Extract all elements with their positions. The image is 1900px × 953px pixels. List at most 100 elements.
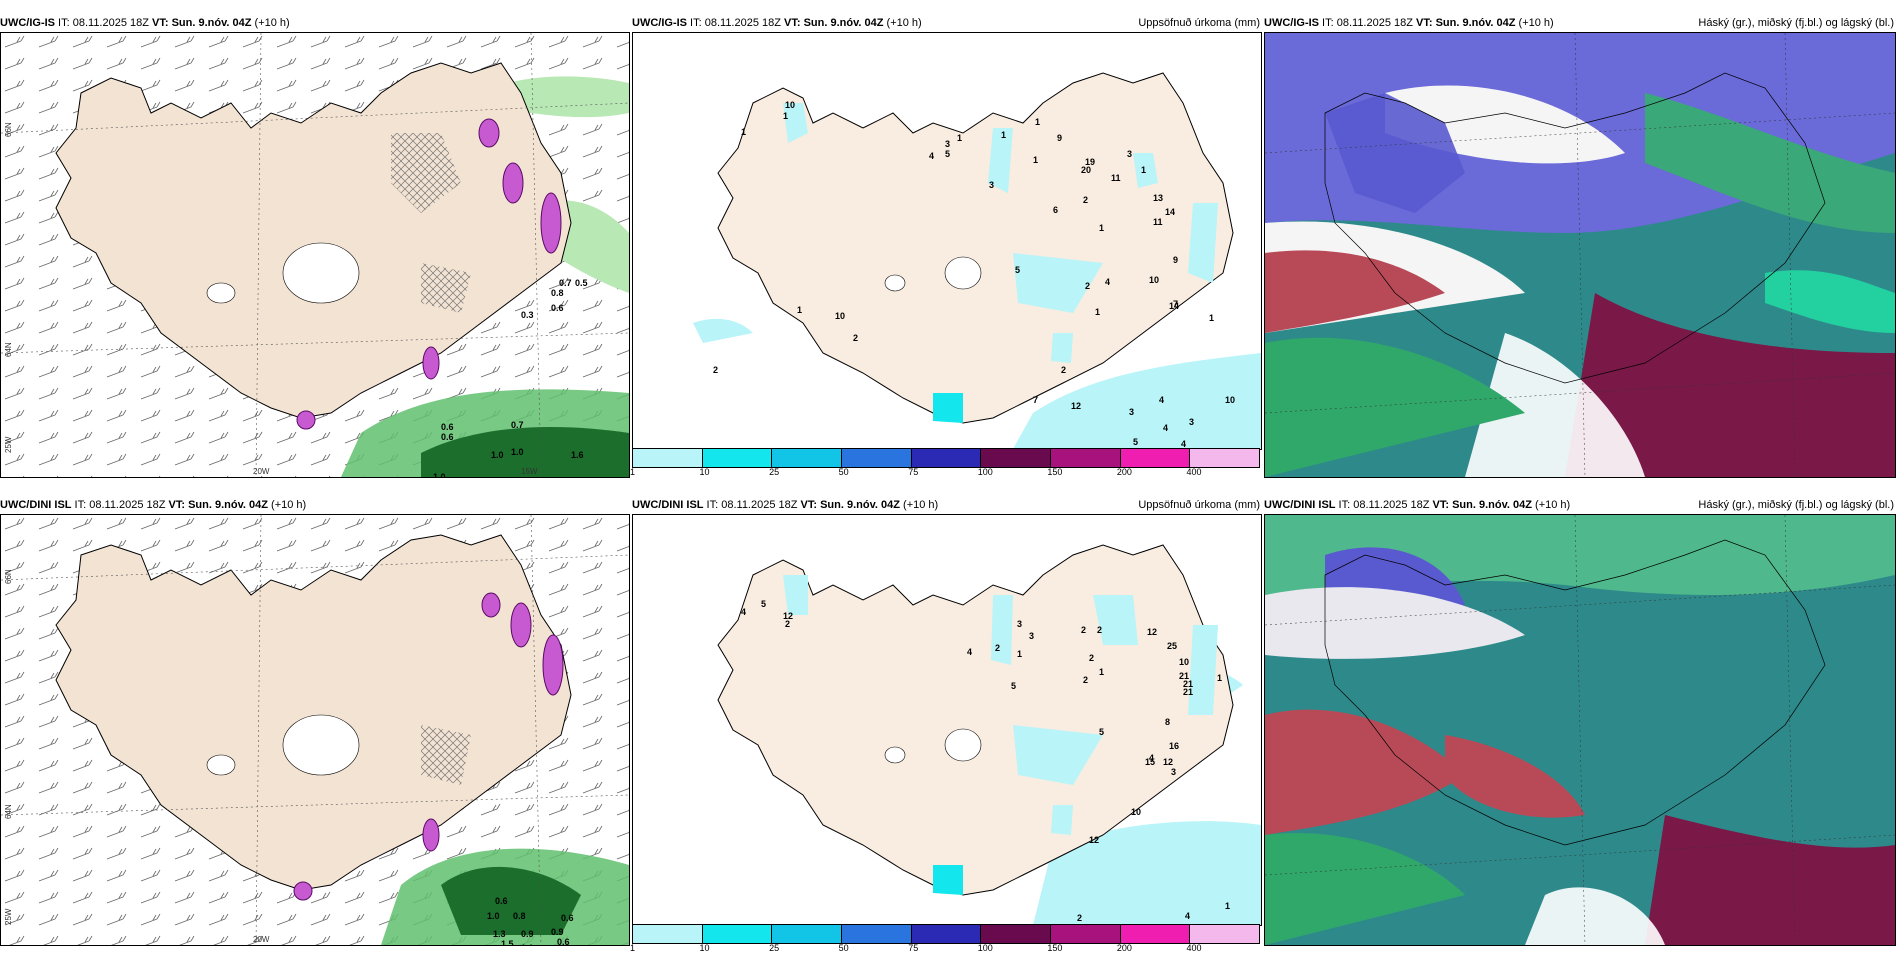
- valid-label: VT:: [152, 17, 169, 29]
- legend-tick-label: 1: [630, 467, 636, 477]
- value-label: 0.7: [511, 420, 524, 430]
- valid-label: VT:: [1416, 17, 1433, 29]
- legend-tick-label: 100: [977, 943, 993, 953]
- value-label: 0.6: [495, 896, 508, 906]
- legend-tick-label: 150: [1047, 467, 1063, 477]
- value-label: 10: [1149, 275, 1159, 285]
- value-label: 5: [1011, 681, 1016, 691]
- value-label: 2: [1097, 625, 1102, 635]
- legend-ticks: 1 10 25 50 75 100 150 200 400: [630, 467, 1258, 477]
- value-label: 0.8: [513, 911, 526, 921]
- value-label: 3: [945, 139, 950, 149]
- value-label: 2: [1083, 195, 1088, 205]
- legend-tick-label: 1: [630, 943, 636, 953]
- init-time: IT: 08.11.2025 18Z: [55, 17, 153, 29]
- iceland-land: [717, 72, 1234, 424]
- legend-swatch: [1051, 449, 1121, 467]
- value-label: 1.0: [487, 911, 500, 921]
- map-svg-tm: 1011234351119192011131321114165947102141…: [633, 33, 1261, 449]
- value-label: 4: [1105, 277, 1110, 287]
- value-label: 2: [1083, 675, 1088, 685]
- value-label: 7: [1033, 395, 1038, 405]
- legend-swatch: [842, 925, 912, 943]
- value-label: 4: [741, 607, 746, 617]
- cloud-map: [1264, 32, 1896, 478]
- lead-time: (+10 h): [883, 17, 922, 29]
- precip-map: 10 1 1 2 3 4 3 5 1 1 1 9 19 20 11 1 3 13 2 11 14 1 6 5 9 4 7 10 2 14 1…: [632, 32, 1262, 450]
- value-label: 3: [989, 180, 994, 190]
- value-label: 9: [1057, 133, 1062, 143]
- value-label: 4: [967, 647, 972, 657]
- panel-bottom-middle: UWC/DINI ISL IT: 08.11.2025 18Z VT: Sun.…: [630, 496, 1262, 953]
- value-label: 21: [1179, 671, 1189, 681]
- value-label: 12: [783, 611, 793, 621]
- value-label: 21: [1183, 687, 1193, 697]
- lat-label-66: 66N: [4, 122, 13, 137]
- value-label: 10: [1131, 807, 1141, 817]
- field-description: Háský (gr.), miðský (fj.bl.) og lágský (…: [1698, 17, 1894, 29]
- legend-swatch: [772, 449, 843, 467]
- legend-tick-label: 150: [1047, 943, 1063, 953]
- value-label: 1.1: [521, 943, 534, 945]
- cloud-map: [1264, 514, 1896, 946]
- value-label: 12: [1071, 401, 1081, 411]
- legend-tick-label: 400: [1186, 467, 1202, 477]
- legend-swatch: [702, 449, 773, 467]
- value-label: 6: [1053, 205, 1058, 215]
- value-label: 4: [1181, 439, 1186, 449]
- legend-tick-label: 75: [908, 467, 919, 477]
- valid-label: VT:: [1432, 499, 1450, 511]
- value-label: 3: [1129, 407, 1134, 417]
- value-label: 5: [1099, 727, 1104, 737]
- valid-time: Sun. 9.nóv. 04Z: [1452, 499, 1532, 511]
- model-name: UWC/DINI ISL: [0, 499, 72, 511]
- legend-tick-label: 50: [838, 943, 849, 953]
- legend-swatch: [911, 925, 982, 943]
- value-label: 11: [1111, 173, 1121, 183]
- lon-label-20: 20W: [253, 467, 270, 476]
- precip-legend: 1 10 25 50 75 100 150 200 400: [630, 924, 1260, 953]
- value-label: 2: [853, 333, 858, 343]
- map-svg-br: [1265, 515, 1895, 945]
- value-label: 2: [995, 643, 1000, 653]
- panel-title: UWC/IG-IS IT: 08.11.2025 18Z VT: Sun. 9.…: [1264, 14, 1896, 32]
- value-label: 25: [1167, 641, 1177, 651]
- legend-swatch: [981, 925, 1052, 943]
- field-description: Uppsöfnuð úrkoma (mm): [1138, 499, 1260, 511]
- value-label: 0.3: [521, 310, 534, 320]
- value-label: 2: [785, 619, 790, 629]
- value-label: 1: [1001, 130, 1006, 140]
- value-label: 0.9: [521, 929, 534, 939]
- legend-tick-label: 10: [699, 943, 710, 953]
- value-label: 10: [785, 100, 795, 110]
- legend-swatch: [1051, 925, 1121, 943]
- panel-top-left: UWC/IG-IS IT: 08.11.2025 18Z VT: Sun. 9.…: [0, 14, 630, 478]
- value-label: 19: [1085, 157, 1095, 167]
- precip-map: 5 4 12 2 3 2 4 3 1 2 12 2 25 10 1 2 21 1 2 5 21 21 5 8 4 12 16 15 12…: [632, 514, 1262, 926]
- value-label: 1: [1099, 667, 1104, 677]
- precip-legend: 1 10 25 50 75 100 150 200 400: [630, 448, 1260, 477]
- value-label: 1: [1035, 117, 1040, 127]
- model-name: UWC/DINI ISL: [632, 499, 704, 511]
- field-description: Uppsöfnuð úrkoma (mm): [1138, 17, 1260, 29]
- value-label: 1: [797, 305, 802, 315]
- legend-swatch: [772, 925, 843, 943]
- field-description: Háský (gr.), miðský (fj.bl.) og lágský (…: [1698, 499, 1894, 511]
- value-label: 10: [835, 311, 845, 321]
- lat-label-66: 66N: [4, 569, 13, 584]
- value-label: 1.0: [491, 450, 504, 460]
- value-label: 14: [1165, 207, 1175, 217]
- value-label: 3: [1127, 149, 1132, 159]
- init-time: IT: 08.11.2025 18Z: [703, 499, 801, 511]
- value-label: 2: [1061, 365, 1066, 375]
- value-label: 13: [1153, 193, 1163, 203]
- init-time: IT: 08.11.2025 18Z: [1335, 499, 1433, 511]
- value-label: 5: [761, 599, 766, 609]
- value-label: 3: [1029, 631, 1034, 641]
- lon-label-25: 25W: [4, 908, 13, 925]
- value-label: 0.5: [575, 278, 588, 288]
- value-label: 12: [1089, 835, 1099, 845]
- valid-time: Sun. 9.nóv. 04Z: [171, 17, 252, 29]
- value-label: 9: [1173, 255, 1178, 265]
- legend-tick-label: 75: [908, 943, 919, 953]
